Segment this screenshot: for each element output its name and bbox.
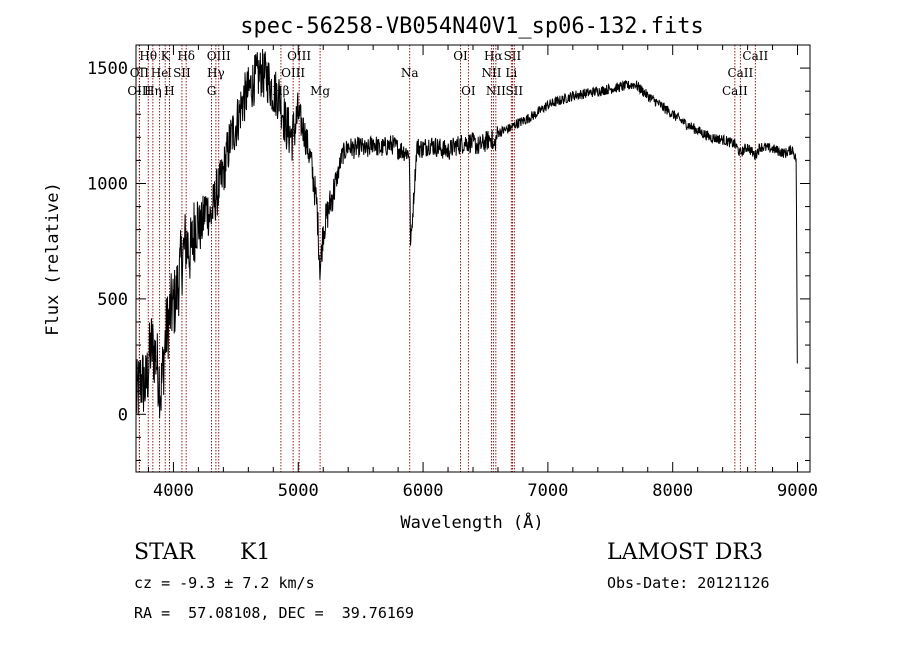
line-marker-label-14: OIII <box>281 66 305 80</box>
y-tick-label-500: 500 <box>97 290 128 310</box>
line-marker-label-1: K <box>161 49 171 63</box>
line-marker-label-5: OI <box>453 49 468 63</box>
y-tick-label-1500: 1500 <box>87 59 128 79</box>
line-marker-label-3: OIII <box>207 49 231 63</box>
line-marker-label-0: Hθ <box>139 49 157 63</box>
object-class: STAR <box>134 540 195 565</box>
line-marker-label-13: Hγ <box>207 66 225 80</box>
x-axis-ticks: 4000 5000 6000 7000 8000 9000 <box>147 45 818 501</box>
line-marker-label-25: OI <box>461 84 476 98</box>
line-marker-label-8: CaII <box>742 49 768 63</box>
y-axis-ticks: 0 500 1000 1500 <box>87 44 810 461</box>
y-tick-label-1000: 1000 <box>87 174 128 194</box>
line-marker-label-21: H <box>164 84 174 98</box>
line-marker-label-6: Hα <box>484 49 503 63</box>
x-tick-label-9000: 9000 <box>777 481 818 501</box>
obs-date: Obs-Date: 20121126 <box>607 574 770 592</box>
coordinates-text: RA = 57.08108, DEC = 39.76169 <box>134 604 414 622</box>
x-tick-label-4000: 4000 <box>153 481 194 501</box>
y-axis-label: Flux (relative) <box>43 182 63 336</box>
x-tick-label-7000: 7000 <box>527 481 568 501</box>
object-subclass: K1 <box>240 540 271 565</box>
line-marker-label-7: SII <box>504 49 522 63</box>
x-tick-label-8000: 8000 <box>652 481 693 501</box>
line-marker-label-10: He <box>151 66 169 80</box>
line-marker-label-24: Mg <box>310 84 330 98</box>
x-tick-label-5000: 5000 <box>278 481 319 501</box>
line-marker-label-22: G <box>207 84 217 98</box>
line-marker-label-2: Hδ <box>177 49 195 63</box>
x-tick-label-6000: 6000 <box>403 481 444 501</box>
line-marker-label-26: NII <box>486 84 506 98</box>
line-marker-label-28: CaII <box>722 84 748 98</box>
chart-title: spec-56258-VB054N40V1_sp06-132.fits <box>240 14 704 39</box>
line-marker-label-17: Li <box>505 66 517 80</box>
line-marker-label-16: NII <box>481 66 501 80</box>
survey-name: LAMOST DR3 <box>607 540 763 565</box>
x-axis-label: Wavelength (Å) <box>400 511 543 533</box>
line-marker-label-12: SII <box>173 66 191 80</box>
line-marker-label-15: Na <box>401 66 419 80</box>
line-marker-label-27: SII <box>505 84 523 98</box>
redshift-text: cz = -9.3 ± 7.2 km/s <box>134 574 315 592</box>
y-tick-label-0: 0 <box>118 405 128 425</box>
line-marker-label-4: OIII <box>287 49 311 63</box>
line-marker-label-20: Hη <box>144 84 162 98</box>
line-marker-label-18: CaII <box>727 66 753 80</box>
spectrum-line <box>135 48 798 419</box>
line-markers: HθKHδOIIIOIIIOIHαSIICaIIOIIHeISIIHγOIIIN… <box>127 45 768 472</box>
